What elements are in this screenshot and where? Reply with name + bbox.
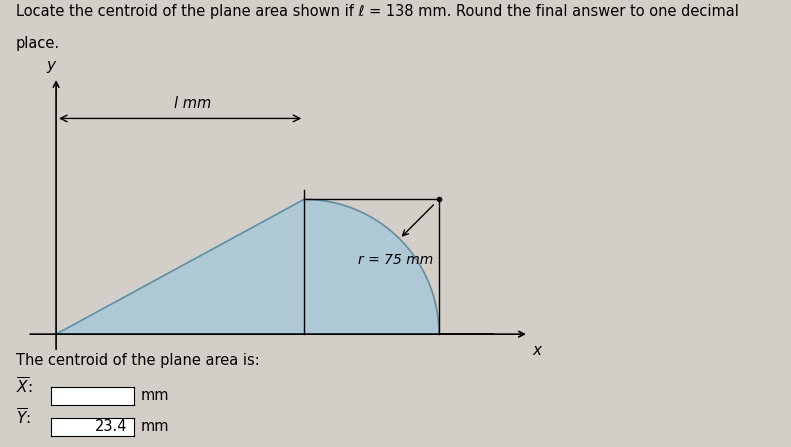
Text: mm: mm [141,419,169,434]
Text: place.: place. [16,36,60,51]
Text: mm: mm [141,388,169,403]
Text: $\overline{X}$:: $\overline{X}$: [16,376,32,397]
Text: r = 75 mm: r = 75 mm [358,253,433,267]
Text: The centroid of the plane area is:: The centroid of the plane area is: [16,353,259,368]
Text: x: x [532,343,542,358]
Text: $\overline{Y}$:: $\overline{Y}$: [16,408,31,428]
Text: 23.4: 23.4 [95,419,127,434]
Text: l mm: l mm [174,96,211,111]
Polygon shape [56,199,439,334]
Text: Locate the centroid of the plane area shown if ℓ = 138 mm. Round the final answe: Locate the centroid of the plane area sh… [16,4,739,20]
Text: y: y [46,59,55,73]
